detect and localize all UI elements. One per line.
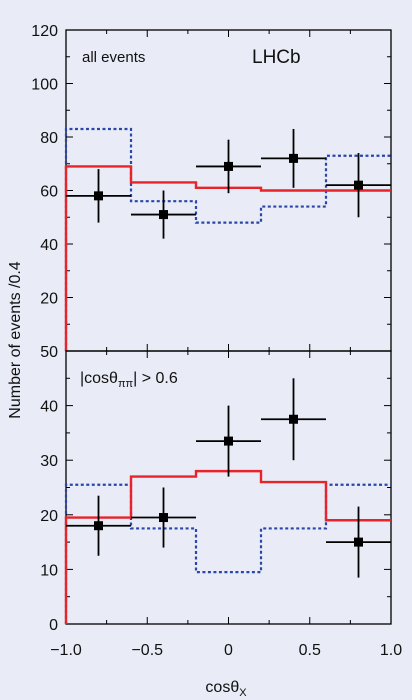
bottom-annotation-sub: ππ	[118, 378, 134, 390]
top-y-tick-label: 80	[40, 130, 58, 147]
top-y-tick-label: 60	[40, 184, 58, 201]
top-annotation-right: LHCb	[252, 47, 301, 68]
x-tick-label: −0.5	[131, 642, 163, 659]
x-axis-label-sub: X	[239, 687, 247, 699]
top-y-tick-label: 40	[40, 237, 58, 254]
bottom-y-tick-label: 30	[40, 453, 58, 470]
bottom-y-tick-label: 20	[40, 508, 58, 525]
bottom-data-point	[289, 414, 298, 424]
x-tick-label: −1.0	[50, 642, 82, 659]
top-data-point	[289, 153, 298, 163]
bottom-data-point	[94, 521, 103, 531]
x-axis-label-main: cosθ	[205, 679, 239, 696]
y-axis-label: Number of events /0.4	[7, 261, 24, 419]
plots: 20 40 60 80 100 120 0 10 20 30 40 50 −1.0 −0.5 0 0.5 1.0	[31, 23, 402, 659]
bottom-y-tick-label: 40	[40, 399, 58, 416]
bottom-data-point	[159, 513, 168, 523]
bottom-annotation: |cosθππ| > 0.6	[80, 370, 178, 390]
x-tick-label: 1.0	[380, 642, 402, 659]
x-tick-label: 0.5	[299, 642, 321, 659]
bottom-y-tick-label: 0	[49, 617, 58, 634]
top-data-point	[94, 191, 103, 201]
x-axis-label: cosθX	[205, 679, 247, 699]
bottom-y-tick-label: 10	[40, 562, 58, 579]
top-y-tick-label: 100	[31, 77, 58, 94]
top-data-point	[224, 161, 233, 171]
top-solid-histogram	[64, 165, 391, 351]
top-y-tick-label: 20	[40, 291, 58, 308]
x-tick-label: 0	[224, 642, 233, 659]
top-dotted-histogram	[64, 127, 391, 351]
top-data-point	[159, 210, 168, 220]
bottom-y-tick-label: 50	[40, 344, 58, 361]
bottom-data-point	[224, 436, 233, 446]
top-data-point	[354, 180, 363, 190]
top-annotation-left: all events	[82, 49, 145, 66]
bottom-annotation-pre: |cosθ	[80, 370, 118, 387]
bottom-data-point	[354, 537, 363, 547]
bottom-annotation-post: | > 0.6	[133, 370, 178, 387]
bottom-solid-histogram	[64, 469, 391, 624]
top-y-tick-label: 120	[31, 23, 58, 40]
